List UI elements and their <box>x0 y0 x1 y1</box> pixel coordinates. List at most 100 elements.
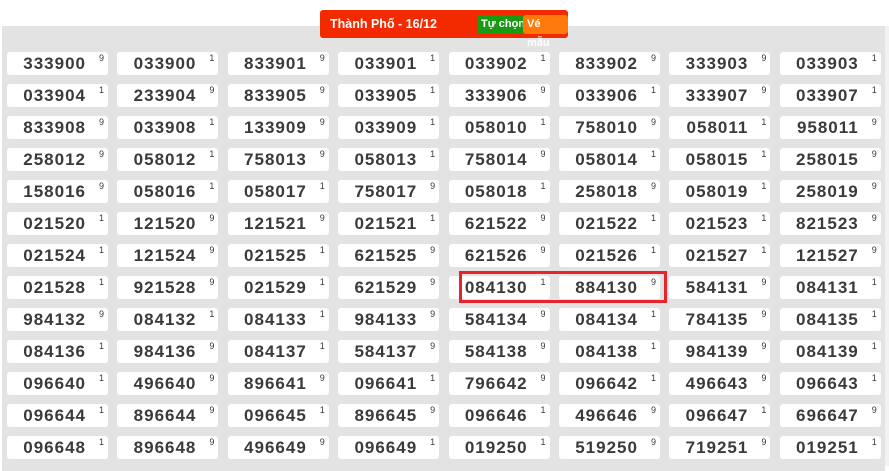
ticket-cell[interactable]: 021526 1 <box>558 244 660 267</box>
ticket-cell[interactable]: 033907 1 <box>779 84 881 107</box>
ticket-cell[interactable]: 158016 9 <box>7 180 108 203</box>
ticket-cell[interactable]: 621529 9 <box>338 276 440 299</box>
ticket-cell[interactable]: 033902 1 <box>448 52 550 75</box>
ticket-cell[interactable]: 084130 1 <box>448 276 550 299</box>
ticket-cell[interactable]: 833905 9 <box>227 84 329 107</box>
ticket-cell[interactable]: 833901 9 <box>227 52 329 75</box>
ticket-cell[interactable]: 019251 1 <box>779 436 881 459</box>
ticket-cell[interactable]: 058012 1 <box>117 148 219 171</box>
ticket-cell[interactable]: 696647 9 <box>779 404 881 427</box>
ticket-cell[interactable]: 096649 1 <box>338 436 440 459</box>
ticket-cell[interactable]: 021529 1 <box>227 276 329 299</box>
ticket-cell[interactable]: 258018 9 <box>558 180 660 203</box>
ticket-cell[interactable]: 084134 1 <box>558 308 660 331</box>
ticket-cell[interactable]: 096640 1 <box>7 372 108 395</box>
ticket-cell[interactable]: 233904 9 <box>117 84 219 107</box>
ticket-cell[interactable]: 058019 1 <box>669 180 771 203</box>
ticket-cell[interactable]: 833902 9 <box>558 52 660 75</box>
ticket-cell[interactable]: 333900 9 <box>7 52 108 75</box>
ticket-cell[interactable]: 033906 1 <box>558 84 660 107</box>
ticket-cell[interactable]: 821523 9 <box>779 212 881 235</box>
ticket-cell[interactable]: 719251 9 <box>669 436 771 459</box>
ticket-cell[interactable]: 033904 1 <box>7 84 108 107</box>
ticket-cell[interactable]: 584137 9 <box>338 340 440 363</box>
ticket-cell[interactable]: 121520 9 <box>117 212 219 235</box>
ticket-cell[interactable]: 019250 1 <box>448 436 550 459</box>
ticket-cell[interactable]: 058011 1 <box>669 116 771 139</box>
ticket-cell[interactable]: 084135 1 <box>779 308 881 331</box>
ticket-cell[interactable]: 519250 9 <box>558 436 660 459</box>
ticket-cell[interactable]: 496646 9 <box>558 404 660 427</box>
ticket-cell[interactable]: 784135 9 <box>669 308 771 331</box>
ticket-cell[interactable]: 984136 9 <box>117 340 219 363</box>
ticket-cell[interactable]: 333906 9 <box>448 84 550 107</box>
ticket-cell[interactable]: 021528 1 <box>7 276 108 299</box>
ticket-cell[interactable]: 496649 9 <box>227 436 329 459</box>
ticket-cell[interactable]: 096641 1 <box>338 372 440 395</box>
ticket-cell[interactable]: 096645 1 <box>227 404 329 427</box>
ticket-cell[interactable]: 496643 9 <box>669 372 771 395</box>
ticket-cell[interactable]: 758014 9 <box>448 148 550 171</box>
ticket-cell[interactable]: 896644 9 <box>117 404 219 427</box>
ticket-cell[interactable]: 096642 1 <box>558 372 660 395</box>
sample-ticket-button[interactable]: Vé mẫu <box>523 15 568 49</box>
ticket-cell[interactable]: 096644 1 <box>7 404 108 427</box>
ticket-cell[interactable]: 958011 9 <box>779 116 881 139</box>
ticket-cell[interactable]: 896641 9 <box>227 372 329 395</box>
ticket-cell[interactable]: 033908 1 <box>117 116 219 139</box>
ticket-cell[interactable]: 021525 1 <box>227 244 329 267</box>
ticket-cell[interactable]: 333907 9 <box>669 84 771 107</box>
ticket-cell[interactable]: 984139 9 <box>669 340 771 363</box>
ticket-cell[interactable]: 758017 9 <box>338 180 440 203</box>
ticket-cell[interactable]: 896648 9 <box>117 436 219 459</box>
ticket-cell[interactable]: 496640 9 <box>117 372 219 395</box>
ticket-cell[interactable]: 033901 1 <box>338 52 440 75</box>
ticket-cell[interactable]: 833908 9 <box>7 116 108 139</box>
ticket-cell[interactable]: 796642 9 <box>448 372 550 395</box>
ticket-cell[interactable]: 133909 9 <box>227 116 329 139</box>
ticket-cell[interactable]: 621522 9 <box>448 212 550 235</box>
scrollbar[interactable] <box>885 26 889 466</box>
ticket-cell[interactable]: 896645 9 <box>338 404 440 427</box>
ticket-cell[interactable]: 096643 1 <box>779 372 881 395</box>
ticket-cell[interactable]: 033909 1 <box>338 116 440 139</box>
ticket-cell[interactable]: 058016 1 <box>117 180 219 203</box>
ticket-cell[interactable]: 621526 9 <box>448 244 550 267</box>
ticket-cell[interactable]: 021527 1 <box>669 244 771 267</box>
ticket-cell[interactable]: 921528 9 <box>117 276 219 299</box>
ticket-cell[interactable]: 984133 9 <box>338 308 440 331</box>
ticket-cell[interactable]: 758013 9 <box>227 148 329 171</box>
ticket-cell[interactable]: 258012 9 <box>7 148 108 171</box>
ticket-cell[interactable]: 084132 1 <box>117 308 219 331</box>
ticket-cell[interactable]: 084136 1 <box>7 340 108 363</box>
ticket-cell[interactable]: 058015 1 <box>669 148 771 171</box>
ticket-cell[interactable]: 621525 9 <box>338 244 440 267</box>
ticket-cell[interactable]: 333903 9 <box>669 52 771 75</box>
ticket-cell[interactable]: 021520 1 <box>7 212 108 235</box>
ticket-cell[interactable]: 033903 1 <box>779 52 881 75</box>
ticket-cell[interactable]: 021523 1 <box>669 212 771 235</box>
ticket-cell[interactable]: 758010 9 <box>558 116 660 139</box>
ticket-cell[interactable]: 058018 1 <box>448 180 550 203</box>
ticket-cell[interactable]: 258015 9 <box>779 148 881 171</box>
ticket-cell[interactable]: 084137 1 <box>227 340 329 363</box>
ticket-cell[interactable]: 033900 1 <box>117 52 219 75</box>
ticket-cell[interactable]: 096647 1 <box>669 404 771 427</box>
ticket-cell[interactable]: 584138 9 <box>448 340 550 363</box>
ticket-cell[interactable]: 584131 9 <box>669 276 771 299</box>
ticket-cell[interactable]: 058013 1 <box>338 148 440 171</box>
ticket-cell[interactable]: 058014 1 <box>558 148 660 171</box>
ticket-cell[interactable]: 096648 1 <box>7 436 108 459</box>
ticket-cell[interactable]: 084138 1 <box>558 340 660 363</box>
ticket-cell[interactable]: 033905 1 <box>338 84 440 107</box>
ticket-cell[interactable]: 584134 9 <box>448 308 550 331</box>
custom-pick-button[interactable]: Tự chọn <box>477 15 530 34</box>
ticket-cell[interactable]: 084139 1 <box>779 340 881 363</box>
ticket-cell[interactable]: 884130 9 <box>558 276 660 299</box>
ticket-cell[interactable]: 084133 1 <box>227 308 329 331</box>
ticket-cell[interactable]: 984132 9 <box>7 308 108 331</box>
ticket-cell[interactable]: 121524 9 <box>117 244 219 267</box>
ticket-cell[interactable]: 084131 1 <box>779 276 881 299</box>
ticket-cell[interactable]: 021524 1 <box>7 244 108 267</box>
ticket-cell[interactable]: 096646 1 <box>448 404 550 427</box>
